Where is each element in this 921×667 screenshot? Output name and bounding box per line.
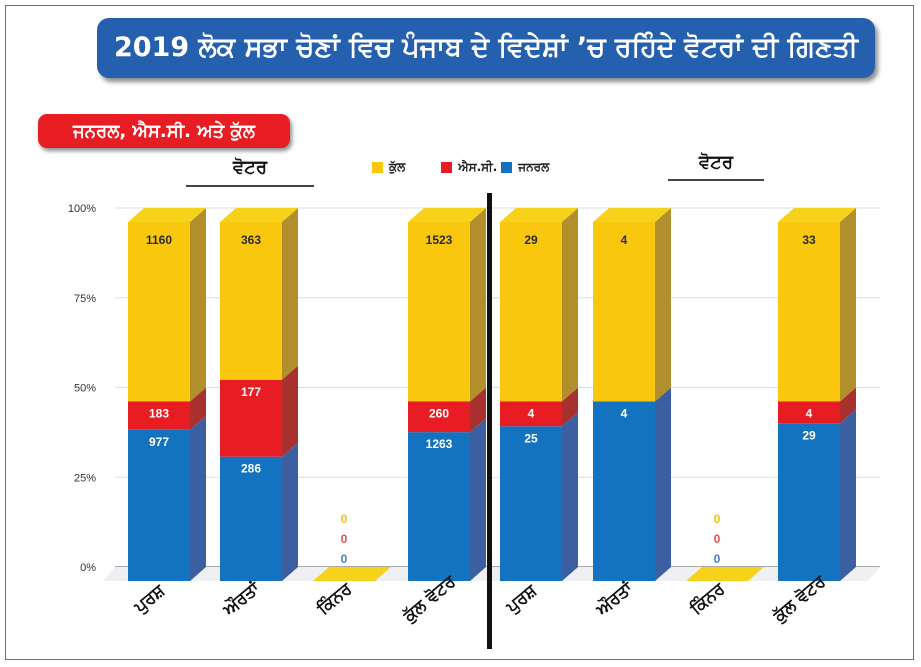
bar-group-3: 29433ਕੁੱਲ ਵੋਟਰ [769, 208, 856, 627]
y-tick-label: 100% [68, 203, 96, 215]
data-label-general: 0 [341, 552, 348, 566]
bar-group-0: 25 4 29 ਪੁਰਸ਼ [500, 208, 578, 618]
data-label-total: 363 [241, 233, 261, 247]
x-tick-label: ਕਿੰਨਰ [685, 578, 730, 620]
data-label-sc: 4 [528, 407, 535, 421]
bar-segment-general [500, 426, 562, 581]
data-label-sc: 0 [341, 532, 348, 546]
data-label-sc: 177 [241, 385, 261, 399]
x-tick-label: ਔਰਤਾਂ [592, 578, 638, 621]
bar-side-total [470, 208, 486, 402]
data-label-general: 25 [524, 431, 538, 445]
bar-side-general [190, 416, 206, 581]
bar-segment-total [408, 222, 470, 402]
bar-segment-general [778, 423, 840, 581]
bar-side-total [190, 208, 206, 402]
data-label-sc: 260 [429, 407, 449, 421]
data-label-general: 4 [621, 407, 628, 421]
bar-side-general [840, 409, 856, 581]
data-label-sc: 4 [806, 407, 813, 421]
data-label-total: 0 [341, 512, 348, 526]
bar-group-3: 12632601523ਕੁੱਲ ਵੋਟਰ [399, 208, 486, 627]
x-tick-label: ਪੁਰਸ਼ [130, 581, 169, 619]
bar-segment-total [128, 222, 190, 402]
data-label-general: 286 [241, 462, 261, 476]
data-label-general: 977 [149, 435, 169, 449]
bar-segment-general [128, 430, 190, 581]
data-label-general: 1263 [426, 437, 453, 451]
bar-side-total [562, 208, 578, 402]
data-label-sc: 0 [714, 532, 721, 546]
bar-group-1: 286 177 363 ਔਰਤਾਂ [219, 208, 298, 621]
chart-divider [487, 193, 492, 649]
bar-side-general [470, 418, 486, 581]
bar-side-general [655, 388, 671, 582]
y-tick-label: 0% [80, 562, 96, 574]
bar-side-general [562, 412, 578, 581]
data-label-total: 0 [714, 512, 721, 526]
data-label-total: 1523 [426, 233, 453, 247]
data-label-total: 1160 [146, 233, 172, 247]
data-label-total: 4 [621, 233, 628, 247]
x-tick-label: ਔਰਤਾਂ [219, 578, 265, 621]
y-tick-label: 50% [74, 383, 96, 395]
data-label-sc: 183 [149, 407, 169, 421]
bar-group-2: 0 0 0 ਕਿੰਨਰ [685, 512, 764, 620]
bar-segment-total [593, 222, 655, 402]
bar-side-total [655, 208, 671, 402]
bar-segment-total [500, 222, 562, 402]
x-tick-label: ਪੁਰਸ਼ [502, 581, 541, 619]
bar-side-general [282, 443, 298, 581]
bar-segment-general [593, 402, 655, 582]
data-label-total: 29 [524, 233, 538, 247]
bar-segment-general [408, 432, 470, 581]
bar-group-2: 0 0 0 ਕਿੰਨਰ [312, 512, 391, 620]
bar-side-total [840, 208, 856, 402]
data-label-general: 0 [714, 552, 721, 566]
bar-segment-total [778, 222, 840, 402]
bar-group-1: 404ਔਰਤਾਂ [592, 208, 671, 621]
y-tick-label: 75% [74, 293, 96, 305]
x-tick-label: ਕਿੰਨਰ [312, 578, 357, 620]
bar-group-0: 977 183 1160 ਪੁਰਸ਼ [128, 208, 206, 618]
data-label-general: 29 [802, 428, 816, 442]
bar-side-sc [282, 366, 298, 457]
bar-side-total [282, 208, 298, 380]
data-label-total: 33 [802, 233, 816, 247]
stacked-bar-chart: 0% 25% 50% 75% 100% 977 183 1160 ਪੁਰਸ਼ 286 177 363 ਔ… [0, 0, 921, 667]
y-tick-label: 25% [74, 472, 96, 484]
